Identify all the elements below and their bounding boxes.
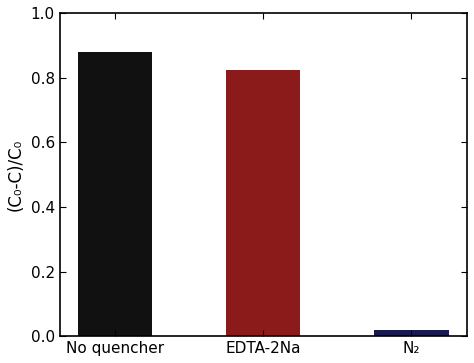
Bar <box>374 330 448 336</box>
Bar <box>226 70 301 336</box>
Bar <box>78 52 152 336</box>
Y-axis label: (C₀-C)/C₀: (C₀-C)/C₀ <box>7 138 25 211</box>
